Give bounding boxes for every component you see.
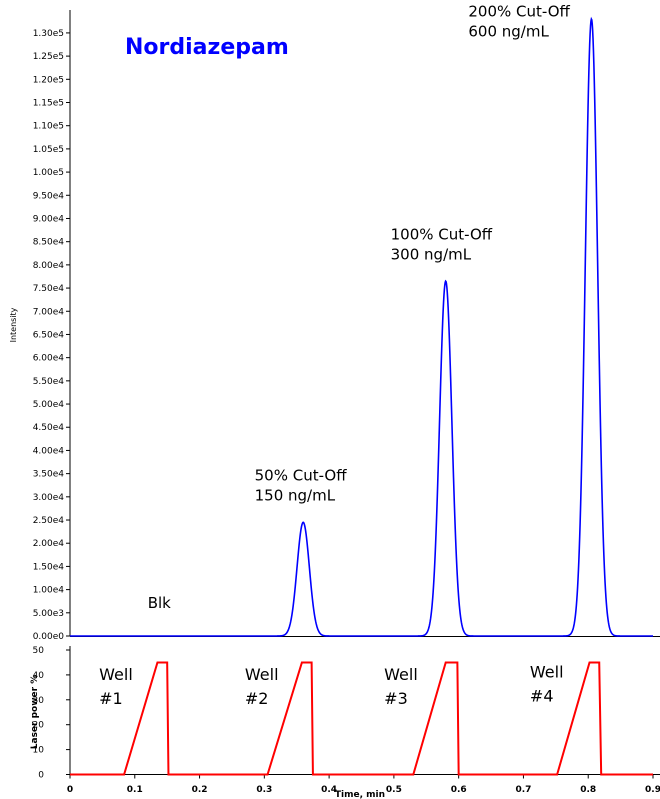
intensity-trace [70,16,653,637]
peak-annotation: 50% Cut-Off [255,467,348,485]
bottom-y-tick-label: 50 [33,646,45,656]
top-y-tick-label: 7.00e4 [33,307,65,317]
well-annotation: Well [530,662,564,681]
top-y-tick-label: 0.00e0 [33,632,65,642]
top-y-tick-label: 1.00e4 [33,586,65,596]
bottom-x-tick-label: 0.1 [127,785,143,795]
bottom-y-axis-title: Laser power % [30,675,40,749]
top-y-tick-label: 6.00e4 [33,354,65,364]
peak-annotation: 600 ng/mL [468,23,549,41]
bottom-x-tick-label: 0.4 [321,785,337,795]
top-y-tick-label: 9.00e4 [33,214,65,224]
bottom-x-tick-label: 0.6 [451,785,467,795]
bottom-x-tick-label: 0 [67,785,73,795]
top-y-tick-label: 1.50e4 [33,562,65,572]
well-annotation: Well [245,665,279,684]
top-y-tick-label: 4.50e4 [33,423,65,433]
top-y-tick-label: 4.00e4 [33,446,65,456]
top-y-axis-title: Intensity [9,307,18,342]
well-annotation: #3 [384,689,408,708]
chart-title: Nordiazepam [125,35,289,60]
well-annotation: #1 [99,689,123,708]
bottom-y-tick-label: 0 [38,771,44,781]
bottom-y-tick-label: 40 [33,671,45,681]
bottom-y-tick-label: 10 [33,746,45,756]
top-y-tick-label: 6.50e4 [33,330,65,340]
bottom-x-tick-label: 0.5 [386,785,402,795]
bottom-x-tick-label: 0.7 [515,785,531,795]
top-y-tick-label: 3.50e4 [33,470,65,480]
top-y-tick-label: 5.50e4 [33,377,65,387]
peak-annotation: 100% Cut-Off [391,225,493,243]
top-y-tick-label: 1.20e5 [33,75,64,85]
bottom-x-tick-label: 0.3 [256,785,272,795]
top-y-tick-label: 5.00e4 [33,400,65,410]
bottom-y-tick-label: 20 [33,721,45,731]
top-y-tick-label: 8.00e4 [33,261,65,271]
well-annotation: Well [384,665,418,684]
bottom-x-axis-title: Time, min [335,790,385,799]
top-y-tick-label: 5.00e3 [33,609,64,619]
top-y-tick-label: 3.00e4 [33,493,65,503]
top-y-tick-label: 9.50e4 [33,191,65,201]
bottom-x-tick-label: 0.8 [580,785,596,795]
well-annotation: #4 [530,686,554,705]
peak-annotation: 300 ng/mL [391,245,472,263]
top-y-tick-label: 8.50e4 [33,238,65,248]
top-y-tick-label: 1.05e5 [33,145,64,155]
peak-annotation: 200% Cut-Off [468,3,570,21]
top-y-tick-label: 1.10e5 [33,122,64,132]
bottom-y-tick-label: 30 [33,696,45,706]
well-annotation: Well [99,665,133,684]
peak-annotation: 150 ng/mL [255,487,336,505]
top-y-tick-label: 1.15e5 [33,99,64,109]
top-y-tick-label: 2.50e4 [33,516,65,526]
top-y-tick-label: 1.00e5 [33,168,64,178]
top-y-tick-label: 2.00e4 [33,539,65,549]
laser-power-trace [70,661,653,776]
peak-annotation: Blk [148,594,171,612]
bottom-x-tick-label: 0.2 [192,785,208,795]
top-y-tick-label: 1.25e5 [33,52,64,62]
well-annotation: #2 [245,689,269,708]
top-y-tick-label: 1.30e5 [33,29,64,39]
top-y-tick-label: 7.50e4 [33,284,65,294]
bottom-x-tick-label: 0.9 [645,785,660,795]
